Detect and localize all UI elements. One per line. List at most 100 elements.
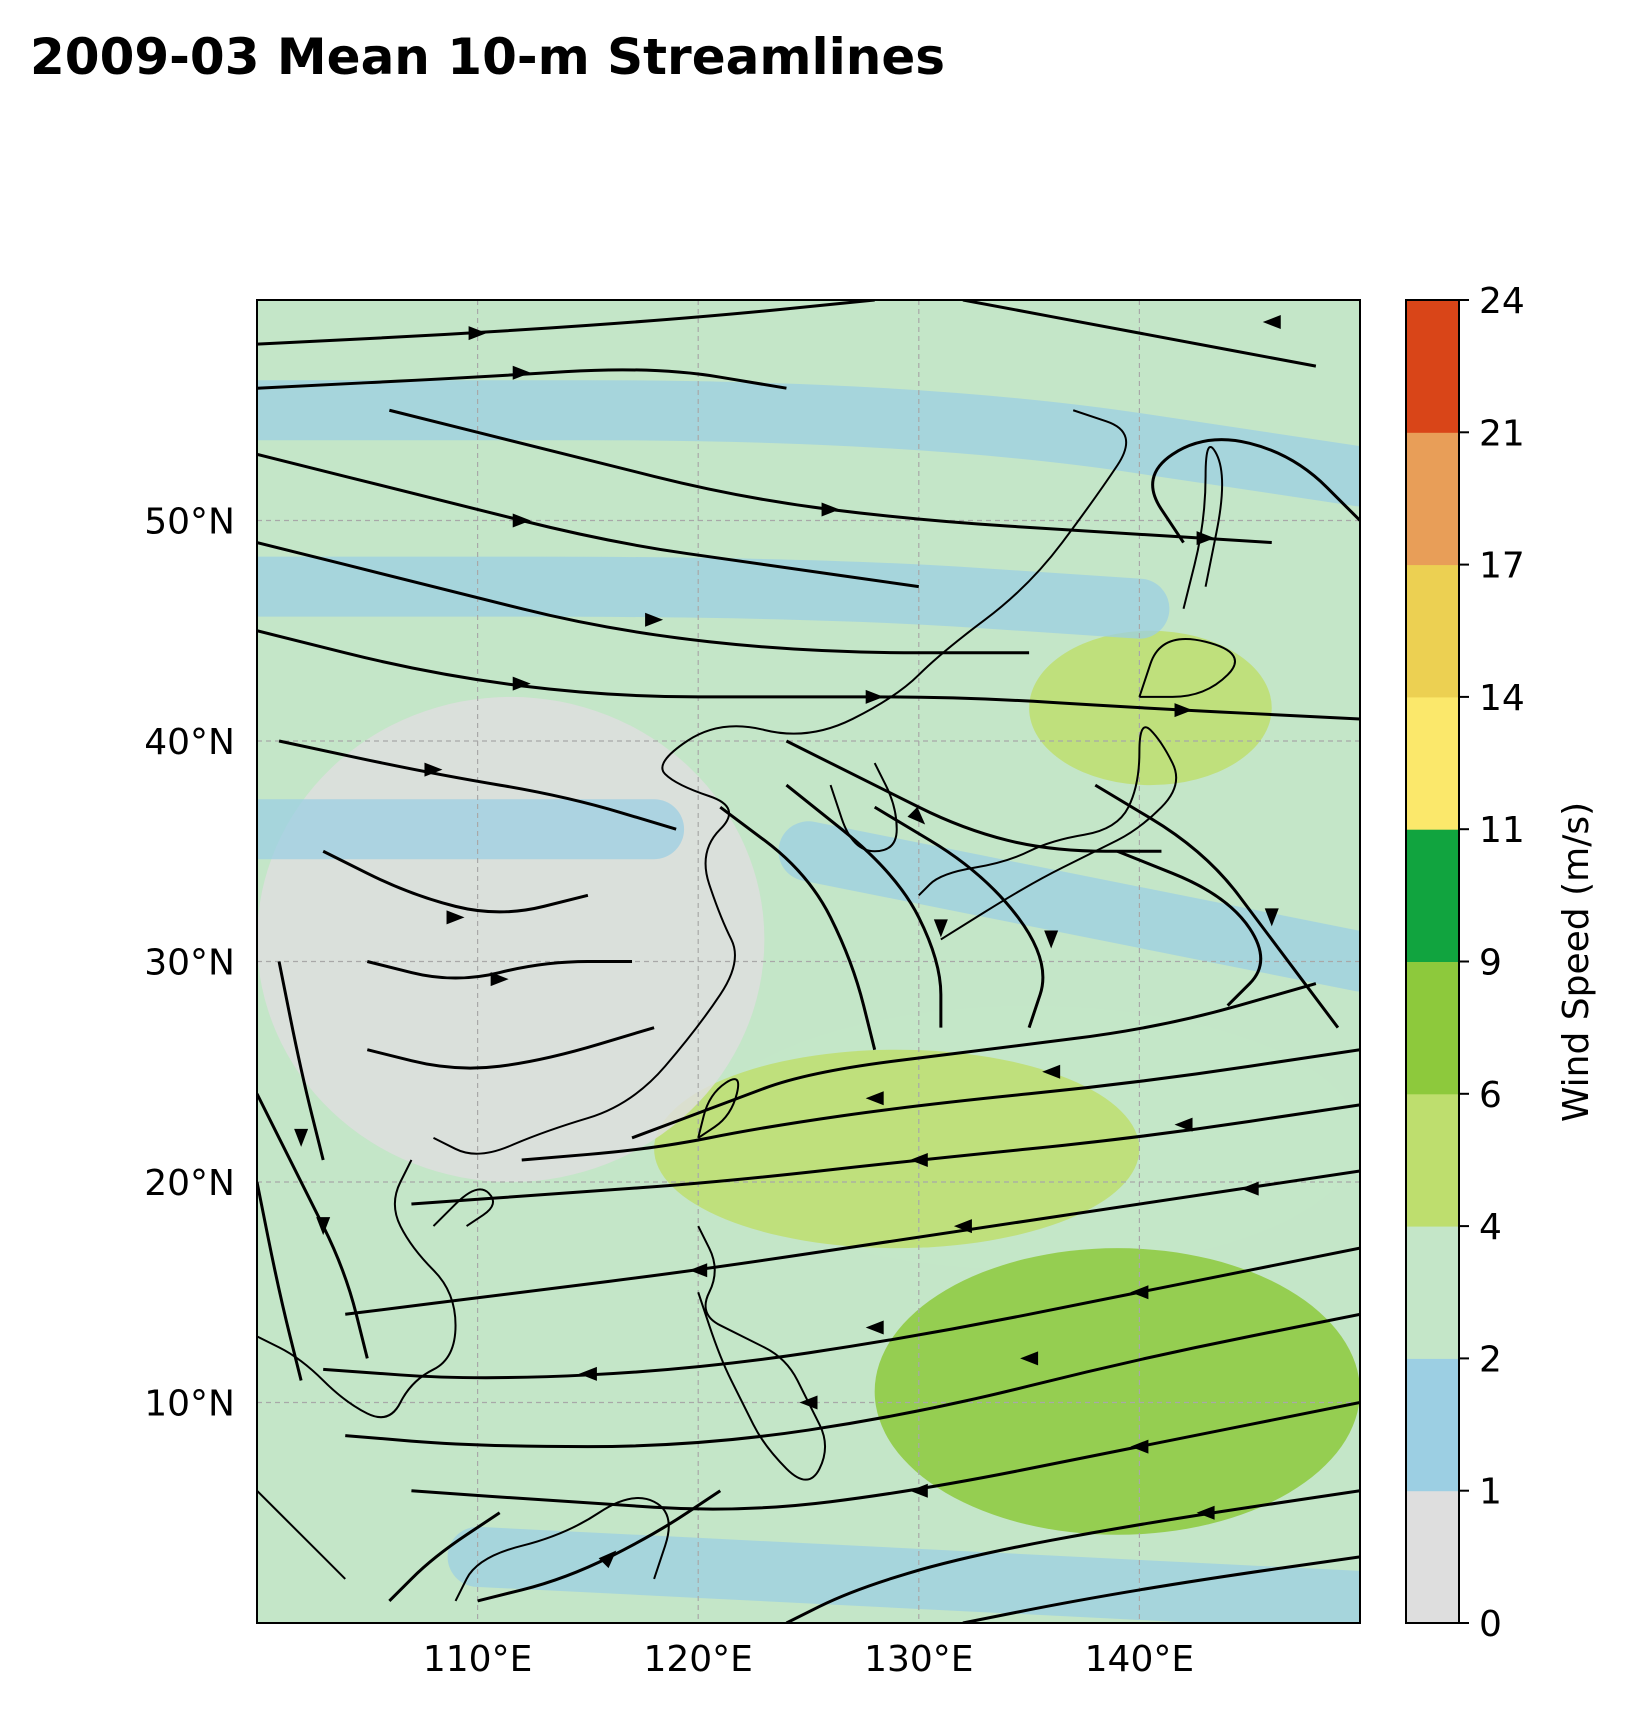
coastline	[918, 726, 1178, 941]
gridlines	[257, 300, 1360, 1623]
streamline-arrow	[294, 1128, 309, 1147]
colorbar-segments	[1406, 300, 1459, 1624]
y-axis: 10°N 20°N 30°N 40°N 50°N	[144, 502, 235, 1425]
streamline-arrow	[865, 689, 884, 704]
colorbar-segment	[1406, 300, 1459, 433]
streamline	[962, 300, 1317, 368]
streamline-arrow	[865, 1091, 884, 1106]
streamline	[1116, 849, 1263, 1007]
speed-band	[447, 1526, 1360, 1623]
y-tick-label: 30°N	[144, 943, 235, 984]
coastline	[257, 1489, 346, 1580]
streamlines	[257, 300, 1360, 1623]
streamline-arrow	[909, 1152, 928, 1167]
x-tick-label: 130°E	[864, 1639, 973, 1680]
speed-region	[654, 1049, 1140, 1249]
streamline	[388, 408, 1272, 545]
streamline	[1151, 438, 1360, 544]
streamline	[411, 1103, 1360, 1206]
streamline	[257, 300, 875, 346]
y-tick-label: 50°N	[144, 502, 235, 543]
streamline-arrow	[1240, 1181, 1259, 1196]
coastline	[1182, 446, 1224, 609]
colorbar-tick-label: 17	[1479, 546, 1525, 587]
coastline	[432, 1188, 495, 1227]
speed-band	[778, 821, 1360, 992]
streamline-arrow	[1264, 908, 1279, 927]
coastlines	[257, 409, 1236, 1602]
streamline	[521, 1048, 1360, 1162]
colorbar-tick-label: 1	[1479, 1472, 1502, 1513]
colorbar-segment	[1406, 696, 1459, 830]
colorbar-label: Wind Speed (m/s)	[1556, 802, 1597, 1122]
streamline-arrow	[1174, 703, 1193, 718]
streamline	[345, 1312, 1360, 1449]
colorbar-segment	[1406, 1490, 1459, 1624]
coastline	[454, 1497, 670, 1602]
coastline	[257, 1159, 457, 1419]
streamline-arrow	[512, 513, 531, 528]
streamline-arrow	[1174, 1117, 1193, 1132]
streamline-arrow	[424, 762, 443, 777]
coastline	[697, 1078, 740, 1139]
streamline-arrow	[865, 1320, 884, 1335]
streamline	[323, 1246, 1360, 1380]
coastline	[433, 409, 1128, 1155]
streamline-arrow	[689, 1263, 708, 1278]
streamline	[388, 1511, 501, 1603]
streamline	[366, 960, 633, 980]
colorbar-segment	[1406, 564, 1459, 698]
speed-region	[257, 696, 765, 1182]
streamline-arrow	[578, 1366, 597, 1381]
colorbar-segment	[1406, 1093, 1459, 1227]
streamline	[366, 1026, 655, 1070]
colorbar-tick-label: 14	[1479, 678, 1525, 719]
streamline	[785, 1489, 1360, 1623]
streamline-arrow	[512, 676, 531, 691]
coastline	[829, 762, 898, 853]
streamline-arrow	[1130, 1439, 1149, 1454]
streamline	[631, 982, 1317, 1140]
streamline	[278, 739, 677, 831]
colorbar-segment	[1406, 1226, 1459, 1359]
coastline	[1138, 638, 1236, 698]
streamline-arrow	[512, 365, 531, 380]
colorbar-tick-label: 9	[1479, 943, 1502, 984]
map-plot-area	[256, 299, 1361, 1624]
colorbar-tick-label: 4	[1479, 1207, 1502, 1248]
colorbar-tick-label: 0	[1479, 1604, 1502, 1645]
map-frame	[256, 299, 1361, 1624]
y-tick-label: 20°N	[144, 1163, 235, 1204]
colorbar-tick-label: 2	[1479, 1339, 1502, 1380]
streamline-arrow	[1196, 531, 1215, 546]
streamline	[322, 849, 589, 914]
colorbar-segment	[1406, 961, 1459, 1095]
streamline	[257, 368, 787, 390]
streamline-arrow	[909, 1483, 928, 1498]
streamline-arrow	[821, 502, 840, 517]
chart-title: 2009-03 Mean 10-m Streamlines	[30, 28, 945, 86]
speed-band	[257, 380, 1360, 507]
streamline	[257, 1093, 369, 1359]
streamline-arrow	[1130, 1285, 1149, 1300]
colorbar-segment	[1406, 1358, 1459, 1492]
streamline	[873, 805, 1045, 1029]
x-axis: 110°E 120°E 130°E 140°E	[423, 1639, 1194, 1680]
streamline-arrow	[1042, 1064, 1061, 1079]
streamline-arrow	[598, 1550, 617, 1569]
colorbar-tick-label: 21	[1479, 413, 1525, 454]
streamline-arrow	[468, 326, 487, 341]
streamline-arrow	[953, 1219, 972, 1234]
streamline	[257, 452, 920, 589]
streamline-arrow	[1262, 315, 1281, 330]
streamline-arrow	[1044, 930, 1059, 949]
streamline	[785, 783, 943, 1028]
streamline	[411, 1401, 1360, 1511]
streamline-arrow	[933, 919, 948, 938]
streamline	[962, 1555, 1360, 1623]
streamline-arrow	[1020, 1351, 1039, 1366]
streamline	[719, 805, 877, 1051]
